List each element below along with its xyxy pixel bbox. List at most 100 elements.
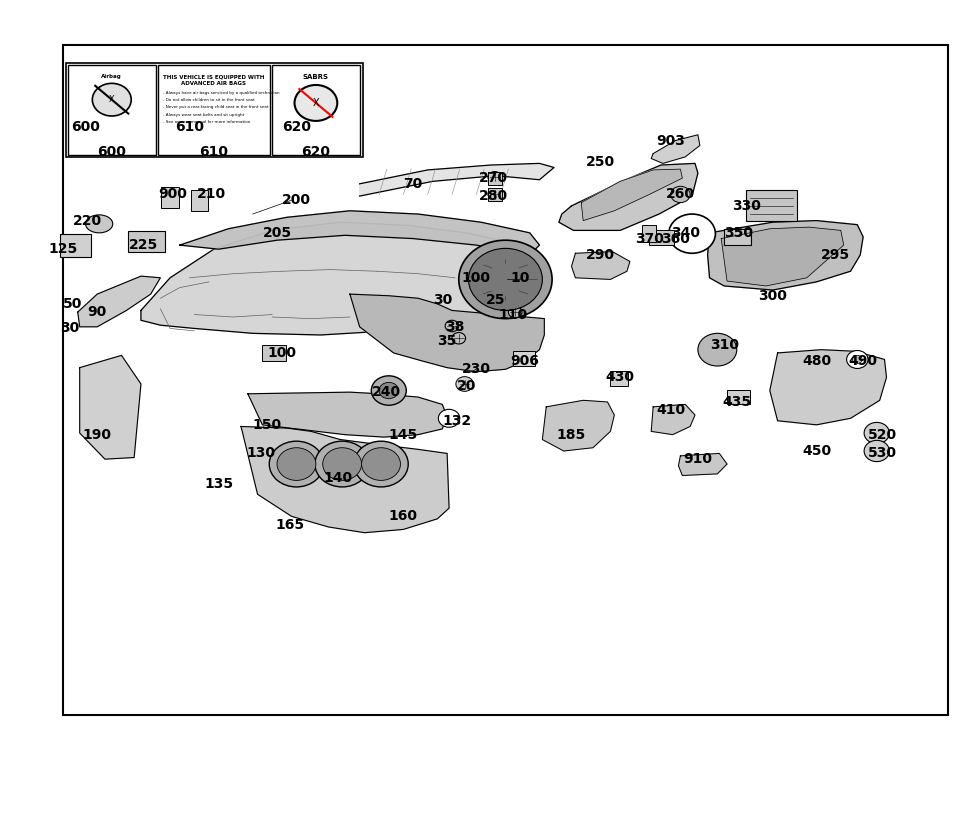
- Text: 132: 132: [442, 413, 471, 428]
- Circle shape: [295, 85, 337, 121]
- Text: - Always have air bags serviced by a qualified technician: - Always have air bags serviced by a qua…: [163, 91, 280, 95]
- Text: 480: 480: [802, 354, 831, 368]
- Text: 205: 205: [262, 225, 292, 240]
- Text: 410: 410: [656, 403, 685, 417]
- Text: 900: 900: [158, 187, 188, 202]
- Text: - See owners manual for more information: - See owners manual for more information: [163, 120, 251, 124]
- Polygon shape: [241, 426, 449, 533]
- Bar: [158, 65, 270, 155]
- Text: 50: 50: [63, 297, 83, 311]
- Text: 530: 530: [868, 446, 897, 461]
- Text: 910: 910: [683, 452, 712, 467]
- Text: 610: 610: [199, 145, 228, 159]
- Text: 130: 130: [246, 446, 275, 461]
- Polygon shape: [678, 453, 727, 475]
- Text: 185: 185: [557, 427, 586, 442]
- Circle shape: [92, 83, 131, 116]
- Text: 38: 38: [445, 319, 465, 334]
- Bar: [60, 234, 91, 257]
- Circle shape: [671, 186, 690, 203]
- Bar: [161, 187, 179, 208]
- Text: 450: 450: [802, 444, 831, 458]
- Text: 190: 190: [83, 427, 112, 442]
- Bar: [63, 45, 948, 715]
- Text: 140: 140: [324, 471, 353, 485]
- Bar: [649, 230, 674, 245]
- Polygon shape: [651, 135, 700, 163]
- Text: 10: 10: [510, 270, 530, 285]
- Text: 35: 35: [437, 333, 457, 348]
- Text: 490: 490: [849, 354, 878, 368]
- Text: 30: 30: [60, 321, 80, 336]
- Circle shape: [354, 441, 408, 487]
- Text: 210: 210: [197, 187, 226, 202]
- Circle shape: [698, 333, 737, 366]
- Circle shape: [277, 448, 316, 480]
- Circle shape: [362, 448, 400, 480]
- Text: 125: 125: [49, 242, 78, 257]
- Text: 145: 145: [389, 427, 418, 442]
- Text: 270: 270: [479, 171, 508, 185]
- Bar: [488, 188, 502, 201]
- Text: 610: 610: [175, 119, 204, 134]
- Circle shape: [315, 441, 369, 487]
- Circle shape: [847, 350, 868, 368]
- Circle shape: [458, 378, 471, 390]
- Polygon shape: [770, 350, 886, 425]
- Circle shape: [456, 377, 473, 391]
- Text: 250: 250: [586, 154, 615, 169]
- Circle shape: [864, 422, 889, 444]
- Bar: [66, 63, 363, 157]
- Polygon shape: [350, 294, 544, 372]
- Text: 230: 230: [462, 362, 491, 377]
- Bar: [68, 65, 156, 155]
- Circle shape: [323, 448, 362, 480]
- Polygon shape: [360, 163, 554, 196]
- Text: 25: 25: [486, 292, 505, 307]
- Text: 330: 330: [732, 199, 761, 213]
- Circle shape: [488, 172, 502, 183]
- Circle shape: [469, 248, 542, 310]
- Text: 100: 100: [462, 270, 491, 285]
- Text: 600: 600: [97, 145, 126, 159]
- Circle shape: [379, 382, 399, 399]
- Text: - Always wear seat belts and sit upright: - Always wear seat belts and sit upright: [163, 113, 245, 117]
- Bar: [463, 270, 486, 286]
- Bar: [642, 225, 656, 242]
- Text: Airbag: Airbag: [101, 74, 122, 79]
- Circle shape: [452, 333, 466, 344]
- Bar: [488, 172, 502, 185]
- Text: 160: 160: [389, 509, 418, 524]
- Bar: [128, 231, 165, 252]
- Polygon shape: [141, 222, 539, 335]
- Text: 520: 520: [868, 427, 897, 442]
- Text: 600: 600: [71, 119, 100, 134]
- Text: 290: 290: [586, 248, 615, 262]
- Text: 135: 135: [204, 476, 233, 491]
- Text: 300: 300: [758, 288, 787, 303]
- Bar: [513, 351, 535, 366]
- Text: 360: 360: [661, 231, 690, 246]
- Polygon shape: [581, 169, 682, 221]
- Bar: [191, 190, 208, 211]
- Bar: [272, 65, 360, 155]
- Ellipse shape: [86, 215, 113, 233]
- Polygon shape: [572, 252, 630, 279]
- Polygon shape: [248, 392, 447, 437]
- Text: X: X: [109, 95, 115, 105]
- Text: THIS VEHICLE IS EQUIPPED WITH
ADVANCED AIR BAGS: THIS VEHICLE IS EQUIPPED WITH ADVANCED A…: [163, 74, 264, 86]
- Bar: [746, 190, 797, 221]
- Text: 165: 165: [275, 517, 304, 532]
- Text: - Never put a rear-facing child seat in the front seat: - Never put a rear-facing child seat in …: [163, 105, 269, 109]
- Text: 435: 435: [722, 395, 751, 409]
- Text: 20: 20: [457, 378, 476, 393]
- Text: 295: 295: [821, 248, 850, 262]
- Circle shape: [269, 441, 324, 487]
- Polygon shape: [542, 400, 614, 451]
- Circle shape: [459, 240, 552, 319]
- Text: 30: 30: [433, 292, 452, 307]
- Text: - Do not allow children to sit in the front seat: - Do not allow children to sit in the fr…: [163, 98, 255, 102]
- Text: 240: 240: [372, 385, 401, 400]
- Text: 310: 310: [710, 337, 739, 352]
- Circle shape: [438, 409, 460, 427]
